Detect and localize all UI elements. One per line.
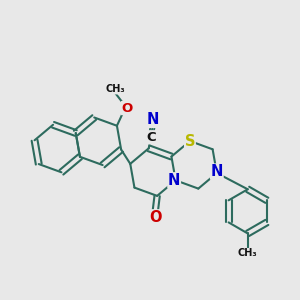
Text: N: N — [147, 112, 159, 127]
Text: C: C — [146, 131, 155, 144]
Text: O: O — [149, 210, 161, 225]
Text: CH₃: CH₃ — [106, 84, 125, 94]
Text: O: O — [122, 102, 133, 115]
Text: S: S — [185, 134, 195, 148]
Text: N: N — [168, 173, 180, 188]
Text: CH₃: CH₃ — [238, 248, 257, 259]
Text: N: N — [211, 164, 223, 179]
